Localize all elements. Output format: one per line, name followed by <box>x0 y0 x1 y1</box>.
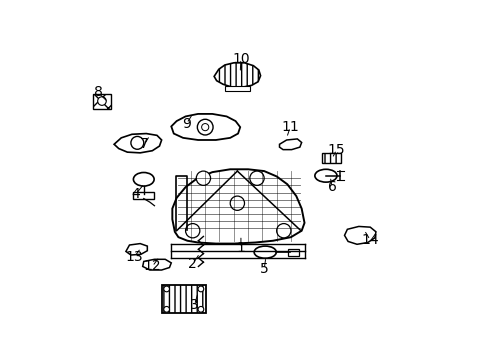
Text: 2: 2 <box>188 257 197 271</box>
Text: 1: 1 <box>236 241 245 255</box>
Bar <box>133 192 154 199</box>
Text: 15: 15 <box>327 143 345 157</box>
Text: 6: 6 <box>327 180 336 194</box>
Circle shape <box>98 97 106 105</box>
Circle shape <box>196 171 210 185</box>
Polygon shape <box>125 244 147 255</box>
Circle shape <box>131 136 143 149</box>
Text: 10: 10 <box>232 51 249 66</box>
Bar <box>322 153 340 163</box>
Ellipse shape <box>133 172 154 186</box>
Text: 4: 4 <box>131 187 140 201</box>
Circle shape <box>201 123 208 131</box>
Polygon shape <box>172 169 304 244</box>
Polygon shape <box>344 226 375 244</box>
Polygon shape <box>214 63 260 87</box>
Bar <box>162 285 206 313</box>
Polygon shape <box>171 114 240 140</box>
Polygon shape <box>279 139 301 150</box>
Text: 9: 9 <box>182 117 191 131</box>
Text: 7: 7 <box>140 137 148 151</box>
Circle shape <box>249 171 264 185</box>
Ellipse shape <box>314 169 336 182</box>
Circle shape <box>198 286 203 292</box>
Bar <box>93 94 111 109</box>
Circle shape <box>276 224 290 238</box>
Text: 3: 3 <box>190 298 199 312</box>
Polygon shape <box>142 259 171 270</box>
Bar <box>287 249 298 256</box>
Text: 5: 5 <box>259 262 268 276</box>
Ellipse shape <box>254 246 276 258</box>
Text: 12: 12 <box>143 260 161 274</box>
Circle shape <box>185 224 200 238</box>
Text: 8: 8 <box>93 85 102 99</box>
Circle shape <box>163 286 169 292</box>
Circle shape <box>230 196 244 210</box>
Circle shape <box>197 119 213 135</box>
Text: 14: 14 <box>361 233 378 247</box>
Circle shape <box>198 306 203 312</box>
Bar <box>224 86 249 91</box>
Polygon shape <box>114 134 162 153</box>
Circle shape <box>163 306 169 312</box>
Text: 13: 13 <box>125 250 143 264</box>
Text: 11: 11 <box>281 120 299 134</box>
